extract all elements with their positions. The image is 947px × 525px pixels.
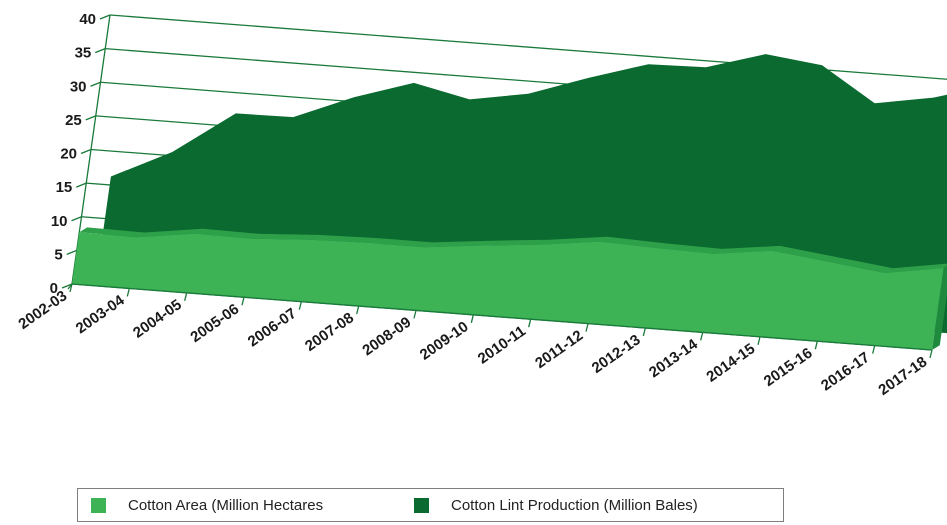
- y-tick-mark: [90, 81, 101, 87]
- x-tick-label: 2002-03: [15, 287, 70, 333]
- x-tick-label: 2010-11: [475, 323, 529, 368]
- x-tick-label: 2007-08: [302, 309, 357, 355]
- legend-item-production: Cotton Lint Production (Million Bales): [414, 497, 698, 514]
- area-cotton-area-side: [932, 265, 947, 350]
- legend-swatch-area: [91, 498, 106, 513]
- y-tick-label: 30: [70, 78, 87, 95]
- y-tick-label: 5: [54, 246, 62, 263]
- x-tick-mark: [69, 283, 73, 293]
- x-tick-label: 2006-07: [245, 305, 300, 351]
- area-cotton-area-top: [79, 227, 947, 273]
- x-tick-mark: [700, 332, 704, 341]
- y-tick-label: 15: [56, 179, 73, 196]
- legend-item-area: Cotton Area (Million Hectares: [91, 497, 323, 514]
- x-tick-label: 2014-15: [703, 340, 758, 386]
- x-tick-label: 2008-09: [359, 314, 414, 360]
- x-tick-mark: [642, 327, 646, 337]
- x-tick-mark: [872, 345, 876, 354]
- series-areas: [72, 54, 947, 350]
- x-tick-label: 2003-04: [73, 291, 128, 337]
- y-tick-mark: [71, 216, 82, 222]
- legend-swatch-production: [414, 498, 429, 513]
- x-tick-label: 2005-06: [187, 301, 242, 347]
- x-tick-mark: [184, 292, 188, 301]
- x-tick-label: 2004-05: [130, 296, 185, 342]
- y-tick-label: 10: [51, 213, 68, 230]
- x-tick-label: 2012-13: [589, 331, 644, 377]
- y-tick-label: 0: [50, 280, 58, 297]
- legend-label-area: Cotton Area (Million Hectares: [128, 497, 324, 514]
- x-tick-mark: [528, 319, 532, 328]
- y-tick-mark: [85, 115, 96, 121]
- x-axis-line: [71, 283, 933, 351]
- y-tick-label: 20: [60, 146, 77, 163]
- x-tick-label: 2011-12: [532, 327, 586, 372]
- y-tick-mark: [76, 182, 87, 188]
- y-tick-mark: [80, 148, 92, 155]
- x-tick-mark: [757, 336, 761, 345]
- y-tick-mark: [99, 14, 111, 20]
- y-tick-label: 35: [75, 45, 92, 62]
- x-tick-mark: [814, 341, 818, 350]
- area-cotton-area: [72, 232, 944, 350]
- x-tick-mark: [413, 310, 417, 319]
- x-tick-mark: [929, 349, 933, 359]
- x-tick-mark: [241, 297, 245, 306]
- x-tick-mark: [585, 323, 589, 332]
- x-tick-label: 2013-14: [646, 335, 701, 381]
- legend-label-production: Cotton Lint Production (Million Bales): [451, 497, 698, 514]
- y-tick-mark: [61, 283, 73, 289]
- y-tick-label: 25: [65, 112, 82, 129]
- y-tick-mark: [95, 48, 106, 54]
- x-tick-label: 2009-10: [417, 318, 472, 364]
- x-tick-label: 2016-17: [818, 349, 873, 395]
- y-tick-label: 40: [79, 11, 96, 28]
- x-tick-label: 2017-18: [875, 353, 930, 399]
- x-tick-label: 2015-16: [761, 345, 816, 391]
- x-tick-mark: [470, 314, 474, 323]
- x-tick-mark: [356, 305, 360, 315]
- y-tick-mark: [66, 249, 77, 255]
- x-tick-mark: [126, 288, 130, 297]
- x-tick-mark: [298, 301, 302, 310]
- legend: Cotton Area (Million Hectares Cotton Lin…: [77, 488, 784, 522]
